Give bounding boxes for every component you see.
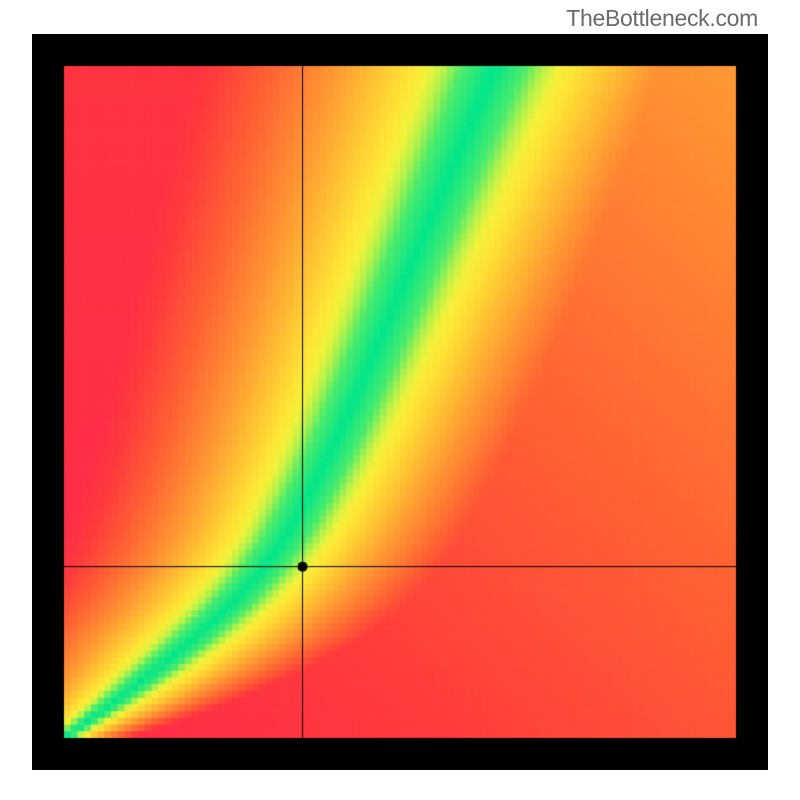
- watermark-text: TheBottleneck.com: [566, 5, 758, 32]
- bottleneck-heatmap: [32, 34, 768, 770]
